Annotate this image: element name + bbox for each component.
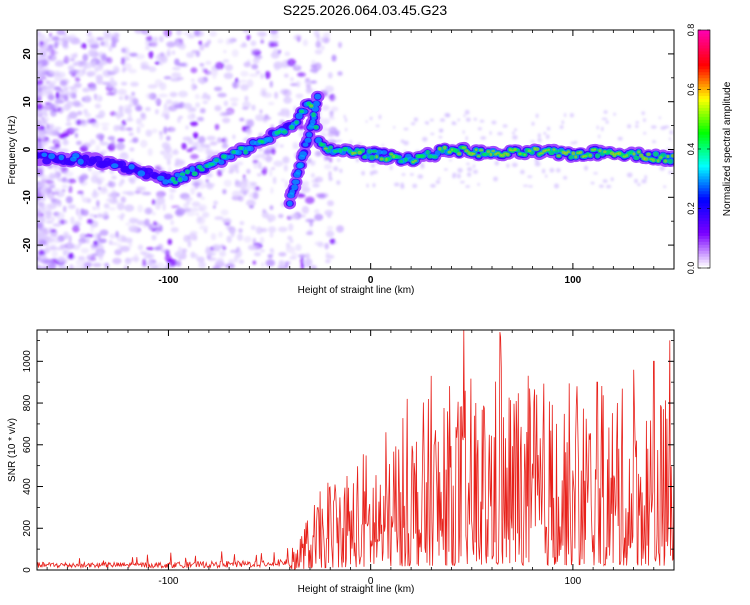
snr-frame — [36, 329, 675, 571]
spectrogram-ytick-label: 0 — [22, 146, 33, 152]
snr-xtick-label: -100 — [158, 576, 178, 587]
spectrogram-ylabel: Frequency (Hz) — [7, 116, 18, 185]
colorbar-tick-label: 0.6 — [686, 83, 696, 96]
snr-ytick-label: 600 — [22, 436, 33, 453]
snr-xtick-label: 100 — [565, 576, 582, 587]
snr-ytick-label: 200 — [22, 519, 33, 536]
colorbar-label: Normalized spectral amplitude — [722, 81, 733, 216]
spectrogram-xtick-label: -100 — [158, 275, 178, 286]
snr-series-line — [37, 330, 674, 570]
colorbar-tick-label: 0.8 — [686, 24, 696, 37]
snr-ytick-label: 800 — [22, 394, 33, 411]
snr-xlabel: Height of straight line (km) — [298, 584, 415, 595]
colorbar-tick-label: 0.2 — [686, 202, 696, 215]
snr-ylabel: SNR (10 * v/v) — [7, 418, 18, 482]
spectrogram-ytick-label: -20 — [22, 237, 33, 252]
spectrogram-ytick-label: 20 — [22, 48, 33, 60]
spectrogram-ytick-label: -10 — [22, 190, 33, 205]
figure-title: S225.2026.064.03.45.G23 — [283, 2, 447, 18]
colorbar-ticks: 0.0 0.2 0.4 0.6 0.8 — [686, 24, 710, 275]
spectrogram-heatmap — [37, 30, 674, 269]
colorbar-tick-label: 0.4 — [686, 143, 696, 156]
spectrogram-xtick-label: 100 — [565, 275, 582, 286]
spectrogram-xlabel: Height of straight line (km) — [298, 285, 415, 296]
spectrogram-ridge — [37, 90, 674, 210]
colorbar-gradient — [698, 30, 710, 269]
spectrogram-noise — [37, 30, 674, 269]
spectrogram-xtick-label: 0 — [368, 275, 374, 286]
snr-ytick-label: 400 — [22, 478, 33, 495]
snr-ytick-label: 0 — [22, 567, 33, 573]
colorbar-tick-label: 0.0 — [686, 262, 696, 275]
snr-ytick-label: 1000 — [22, 350, 33, 373]
spectrogram-ytick-label: 10 — [22, 96, 33, 108]
snr-xtick-label: 0 — [368, 576, 374, 587]
colorbar: 0.0 0.2 0.4 0.6 0.8 Normalized spectral ampl… — [686, 24, 733, 275]
